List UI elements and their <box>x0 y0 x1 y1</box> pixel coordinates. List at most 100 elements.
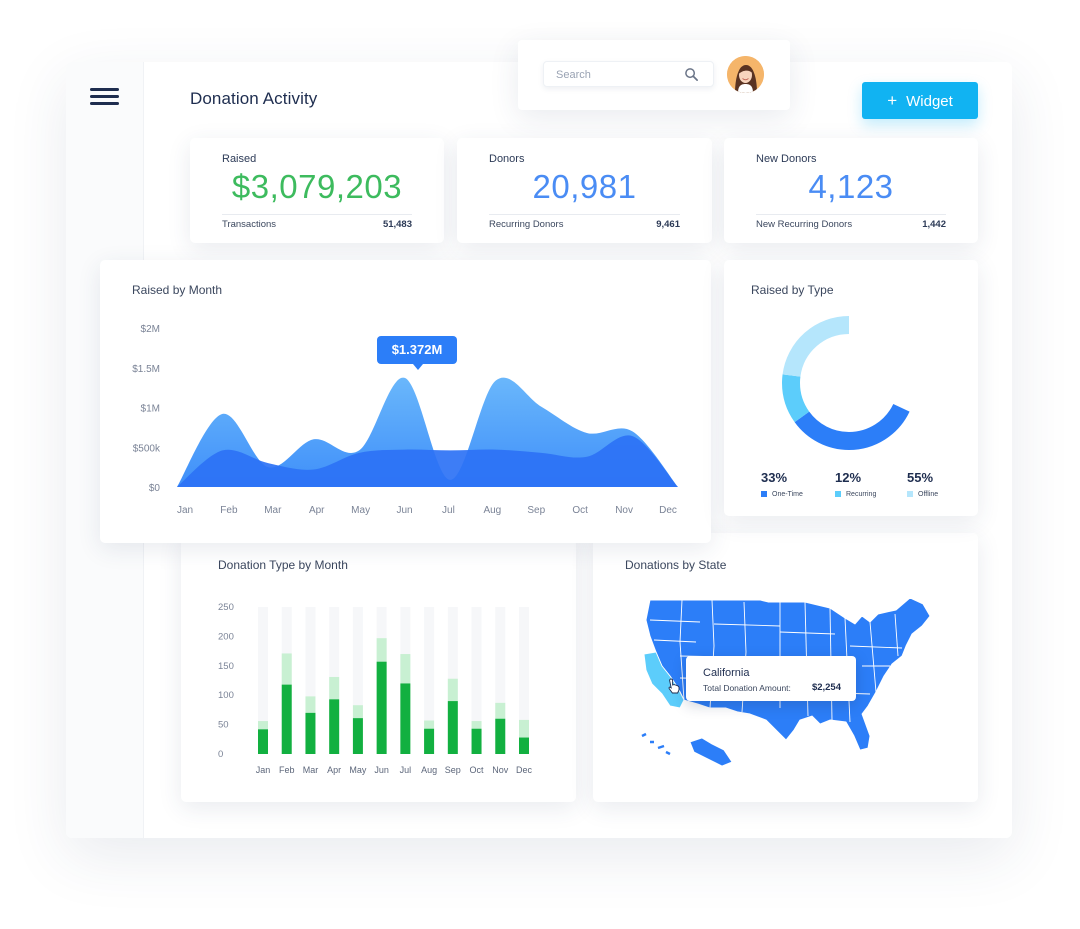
x-tick-label: Jul <box>442 505 455 516</box>
bar-segment-dark <box>471 728 482 754</box>
x-tick-label: Nov <box>615 505 633 516</box>
card-title: Raised by Month <box>132 283 223 297</box>
bar-segment-light <box>376 638 387 662</box>
bar-segment-dark <box>424 728 435 754</box>
x-tick-label: May <box>349 765 367 775</box>
donation-type-bar-chart: 0 50 100 150 200 250 Jan Feb Mar Apr May Jun Jul Aug S… <box>218 602 532 775</box>
y-tick-label: $0 <box>149 483 161 494</box>
bar-segment-light <box>281 653 292 685</box>
x-tick-label: Sep <box>527 505 545 516</box>
map-tooltip: California Total Donation Amount: $2,254 <box>686 656 856 701</box>
bar-track <box>352 607 363 754</box>
stat-label: Raised <box>222 153 257 165</box>
legend-label: Offline <box>918 491 939 498</box>
bar-segment-dark <box>329 699 340 754</box>
x-tick-label: Sep <box>445 765 461 775</box>
y-tick-label: $1M <box>141 404 160 415</box>
x-tick-label: May <box>351 505 370 516</box>
y-tick-label: 150 <box>218 661 234 672</box>
legend-label: Recurring <box>846 491 877 498</box>
x-tick-label: Apr <box>309 505 325 516</box>
bar-segment-light <box>258 721 268 730</box>
legend-offline: 55% Offline <box>907 470 938 498</box>
stat-value: 4,123 <box>808 168 894 205</box>
stat-label: Donors <box>489 153 525 165</box>
tooltip-amount-value: $2,254 <box>811 682 841 693</box>
card-title: Raised by Type <box>751 283 834 297</box>
x-tick-label: Oct <box>470 765 485 775</box>
stat-sub-value: 51,483 <box>382 219 412 230</box>
bar-segment-light <box>305 696 316 713</box>
x-tick-label: Mar <box>264 505 282 516</box>
legend-recurring: 12% Recurring <box>835 470 876 498</box>
stat-sub-label: New Recurring Donors <box>756 219 853 230</box>
stat-value: $3,079,203 <box>231 168 403 205</box>
bar-segment-dark <box>305 712 316 754</box>
bar-segment-dark <box>258 729 268 754</box>
x-tick-label: Dec <box>659 505 677 516</box>
bar-segment-dark <box>519 737 529 754</box>
bar-segment-light <box>495 702 506 719</box>
y-tick-label: 50 <box>218 720 229 731</box>
raised-by-type-donut <box>782 316 916 450</box>
x-tick-label: Apr <box>327 765 341 775</box>
bar-segment-dark <box>495 718 506 754</box>
stat-sub-label: Recurring Donors <box>489 219 564 230</box>
stat-sub-value: 9,461 <box>656 219 680 230</box>
legend-pct: 12% <box>835 470 862 485</box>
stat-value: 20,981 <box>532 168 637 205</box>
donut-slice-offline <box>782 316 916 450</box>
menu-icon[interactable] <box>90 86 120 110</box>
x-tick-label: Mar <box>303 765 319 775</box>
bar-segment-dark <box>376 661 387 754</box>
add-widget-button[interactable]: + Widget <box>862 82 978 119</box>
avatar[interactable] <box>727 56 764 93</box>
stat-sub-label: Transactions <box>222 219 277 230</box>
search-input[interactable] <box>556 66 676 83</box>
donut-slice-recurring <box>782 316 916 450</box>
legend-label: One-Time <box>772 491 803 498</box>
y-tick-label: 250 <box>218 602 234 613</box>
y-tick-label: $2M <box>141 324 160 335</box>
page-title: Donation Activity <box>190 89 318 108</box>
divider <box>756 214 946 215</box>
x-tick-label: Jun <box>374 765 389 775</box>
search-icon[interactable] <box>684 67 699 82</box>
x-tick-label: Jan <box>256 765 271 775</box>
stat-card-new-donors: New Donors 4,123 New Recurring Donors 1,… <box>724 138 978 243</box>
x-tick-label: Jun <box>396 505 412 516</box>
cursor-pointer-icon <box>668 678 680 694</box>
bar-track <box>495 607 506 754</box>
card-title: Donation Type by Month <box>218 558 348 572</box>
x-tick-label: Jan <box>177 505 193 516</box>
bar-segment-light <box>519 719 529 738</box>
x-tick-label: Jul <box>400 765 412 775</box>
x-tick-label: Nov <box>492 765 509 775</box>
x-tick-label: Oct <box>572 505 588 516</box>
area-series-2 <box>177 435 678 487</box>
donut-slice-one-time <box>782 316 916 450</box>
bar-track <box>424 607 435 754</box>
plus-icon: + <box>887 90 898 110</box>
y-tick-label: 200 <box>218 631 234 642</box>
widget-button-label: Widget <box>906 92 953 110</box>
chart-tooltip: $1.372M <box>377 336 457 370</box>
bar-track <box>471 607 482 754</box>
bar-segment-dark <box>352 718 363 754</box>
x-tick-label: Feb <box>279 765 295 775</box>
tooltip-amount-label: Total Donation Amount: <box>703 683 791 693</box>
tooltip-state: California <box>703 667 750 679</box>
bar-track <box>305 607 316 754</box>
y-tick-label: $500k <box>133 443 161 454</box>
y-tick-label: $1.5M <box>132 364 160 375</box>
y-tick-label: 100 <box>218 690 234 701</box>
x-tick-label: Feb <box>220 505 238 516</box>
raised-by-month-area-chart: $0 $500k $1M $1.5M $2M Jan Feb Mar Apr May Jun Jul A… <box>132 324 678 516</box>
bar-segment-dark <box>447 701 458 754</box>
legend-pct: 33% <box>761 470 788 485</box>
bar-segment-light <box>471 721 482 729</box>
raised-by-type-card: Raised by Type 33% One-Time 12% Recurrin… <box>724 260 978 516</box>
bar-segment-light <box>400 654 411 684</box>
bar-track <box>258 607 268 754</box>
bar-segment-light <box>329 676 340 700</box>
